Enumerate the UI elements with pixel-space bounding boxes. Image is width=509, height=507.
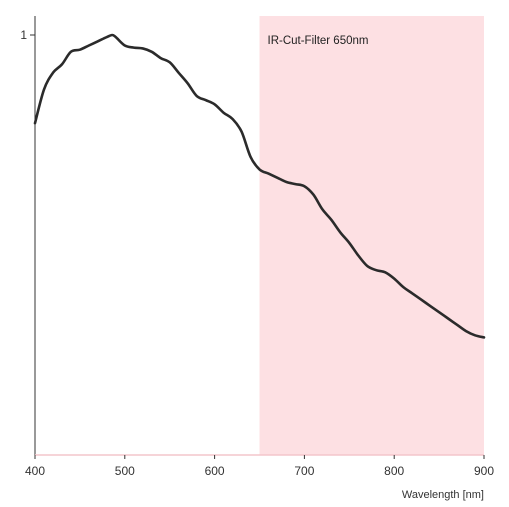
y-tick-label: 1 (20, 28, 27, 42)
ir-cut-filter-label: IR-Cut-Filter 650nm (268, 35, 369, 47)
x-tick-label: 600 (205, 464, 225, 478)
x-tick-label: 800 (384, 464, 404, 478)
x-axis-title: Wavelength [nm] (402, 489, 484, 501)
x-ticks: 400 500 600 700 800 900 (25, 455, 494, 478)
x-tick-label: 400 (25, 464, 45, 478)
x-tick-label: 500 (115, 464, 135, 478)
x-tick-label: 700 (294, 464, 314, 478)
x-tick-label: 900 (474, 464, 494, 478)
ir-cut-filter-band (259, 16, 484, 455)
y-ticks: 1 (20, 28, 35, 42)
series-line (33, 33, 486, 339)
